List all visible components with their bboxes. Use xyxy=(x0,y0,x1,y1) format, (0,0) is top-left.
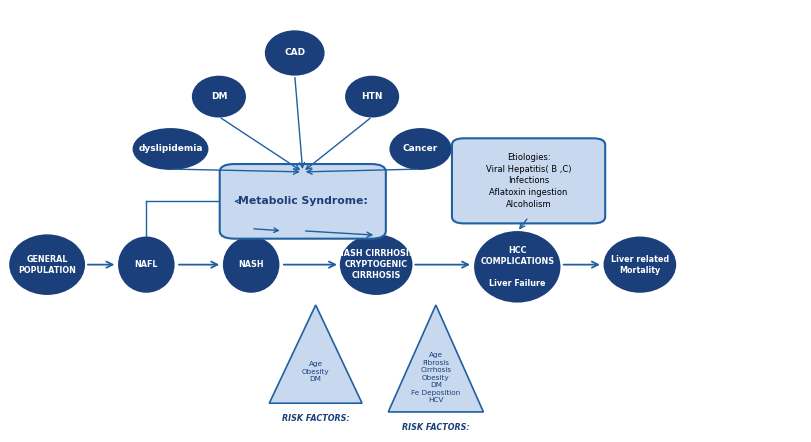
Text: NASH CIRRHOSIS
CRYPTOGENIC
CIRRHOSIS: NASH CIRRHOSIS CRYPTOGENIC CIRRHOSIS xyxy=(337,249,414,280)
Ellipse shape xyxy=(474,232,559,302)
Polygon shape xyxy=(388,305,483,412)
Text: Metabolic Syndrome:: Metabolic Syndrome: xyxy=(238,196,367,206)
Ellipse shape xyxy=(603,237,675,292)
Ellipse shape xyxy=(10,235,84,294)
Text: NAFL: NAFL xyxy=(135,260,158,269)
Ellipse shape xyxy=(133,129,208,169)
Ellipse shape xyxy=(345,76,398,117)
FancyBboxPatch shape xyxy=(452,138,604,223)
Text: Etiologies:
Viral Hepatitis( B ,C)
Infections
Aflatoxin ingestion
Alcoholism: Etiologies: Viral Hepatitis( B ,C) Infec… xyxy=(485,153,571,209)
Ellipse shape xyxy=(341,235,411,294)
Text: Liver related
Mortality: Liver related Mortality xyxy=(610,255,668,274)
Text: HCC
COMPLICATIONS

Liver Failure: HCC COMPLICATIONS Liver Failure xyxy=(479,246,554,288)
Text: DM: DM xyxy=(210,92,227,101)
Text: dyslipidemia: dyslipidemia xyxy=(138,145,203,153)
Ellipse shape xyxy=(224,237,278,292)
FancyBboxPatch shape xyxy=(220,164,385,239)
Text: CAD: CAD xyxy=(284,49,305,57)
Text: Age
Obesity
DM: Age Obesity DM xyxy=(302,361,329,382)
Text: RISK FACTORS:: RISK FACTORS: xyxy=(401,423,469,431)
Text: RISK FACTORS:: RISK FACTORS: xyxy=(281,414,349,423)
Text: GENERAL
POPULATION: GENERAL POPULATION xyxy=(18,255,76,274)
Text: Age
Fibrosis
Cirrhosis
Obesity
DM
Fe Deposition
HCV: Age Fibrosis Cirrhosis Obesity DM Fe Dep… xyxy=(410,352,460,403)
Text: Cancer: Cancer xyxy=(402,145,438,153)
Ellipse shape xyxy=(265,31,324,75)
Text: HTN: HTN xyxy=(361,92,383,101)
Text: NASH: NASH xyxy=(238,260,264,269)
Ellipse shape xyxy=(192,76,245,117)
Polygon shape xyxy=(269,305,362,403)
Ellipse shape xyxy=(390,129,450,169)
Ellipse shape xyxy=(118,237,174,292)
